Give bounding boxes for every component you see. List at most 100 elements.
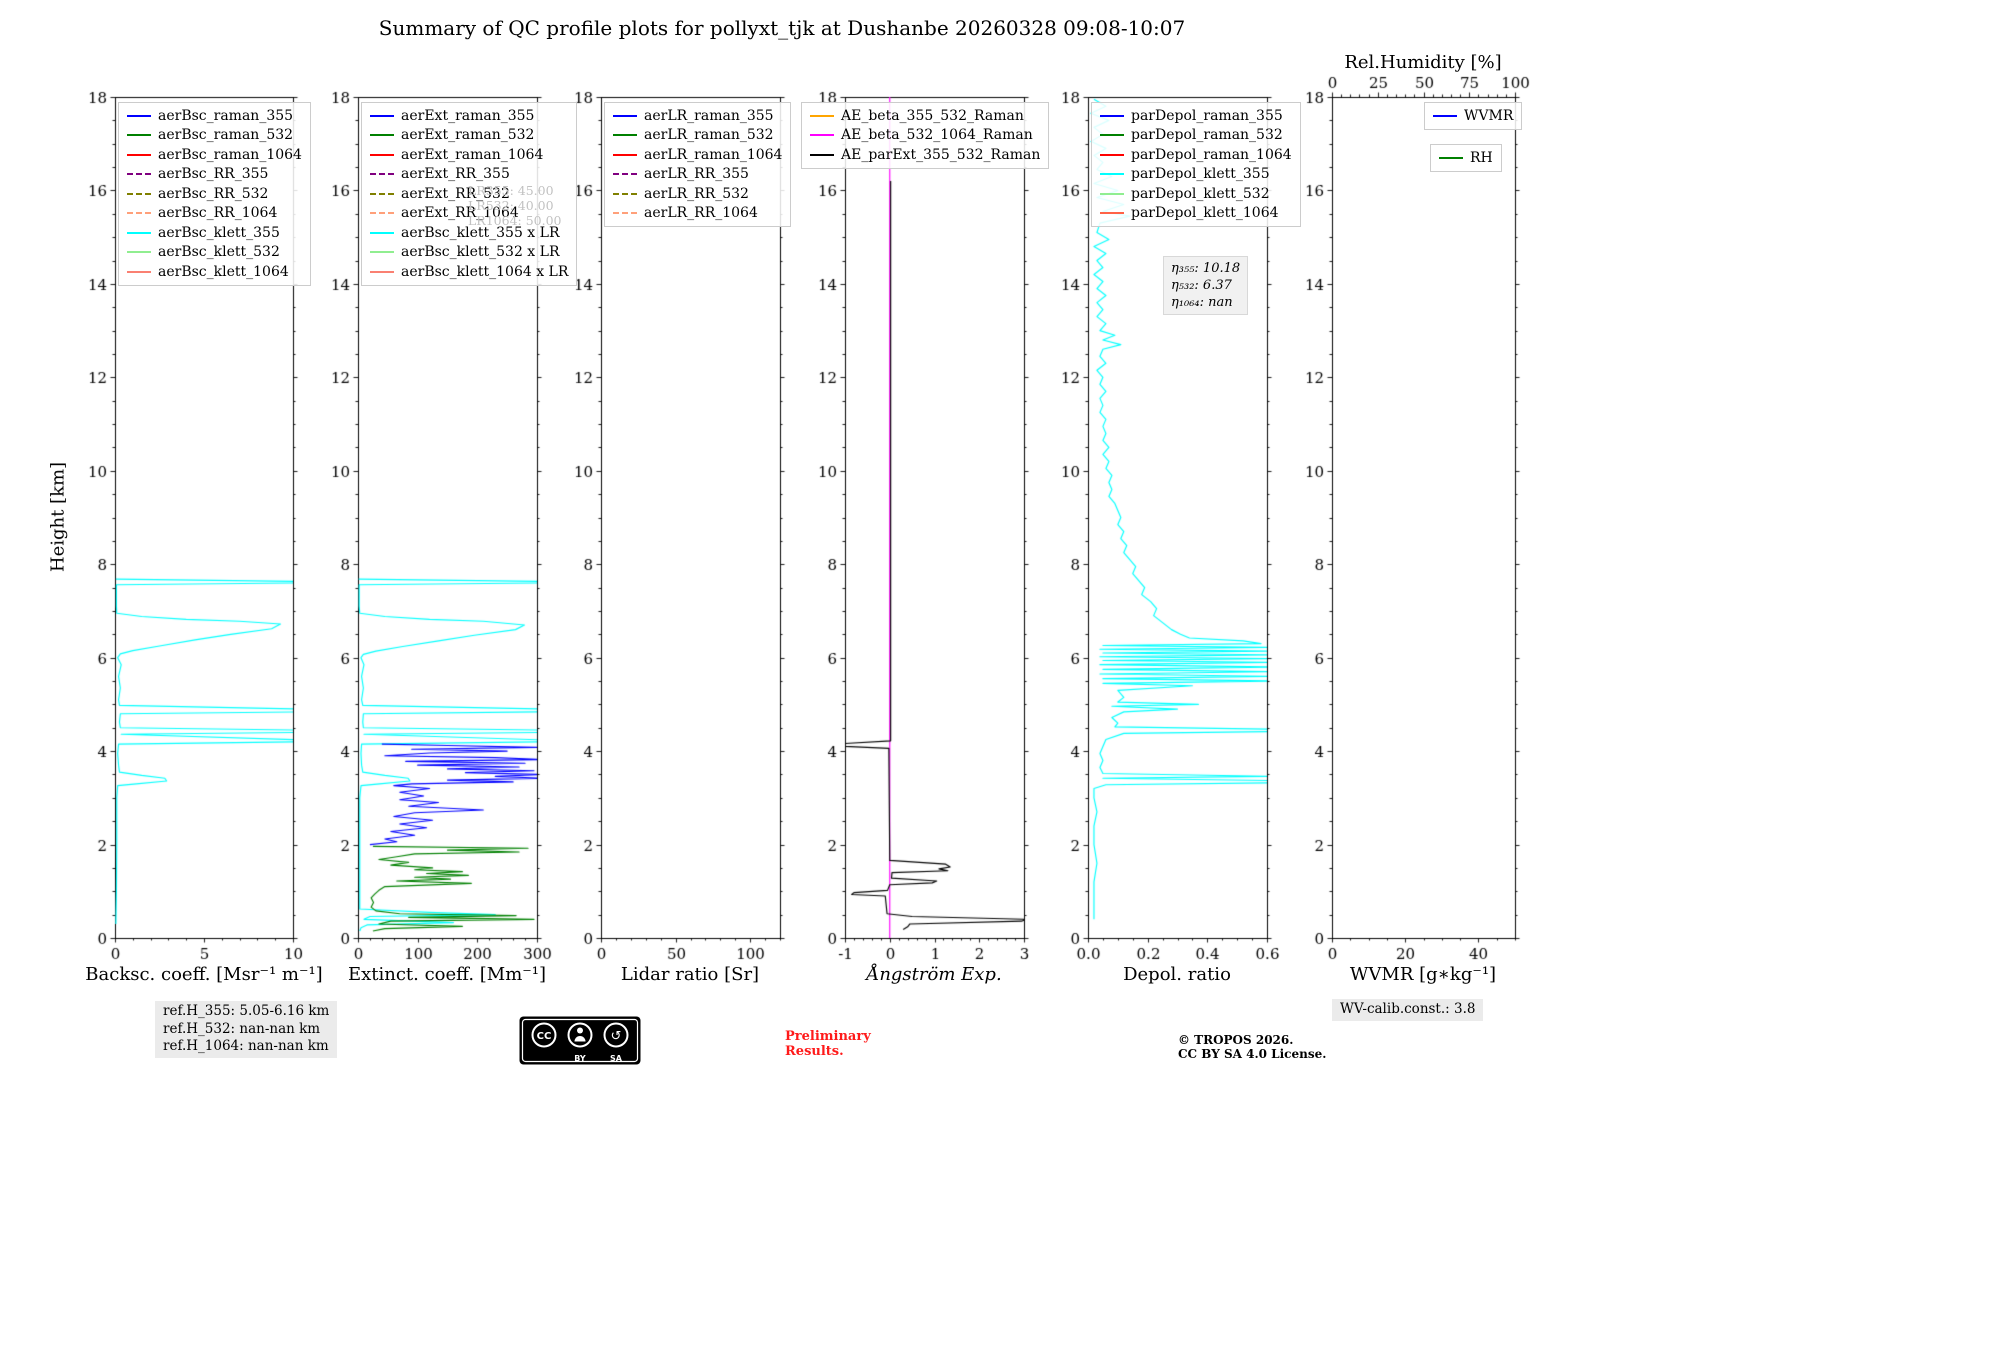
legend-line-sample (1100, 212, 1124, 215)
legend-line-sample (370, 173, 394, 176)
legend-line-sample (127, 173, 151, 176)
copyright-line-2: CC BY SA 4.0 License. (1178, 1047, 1327, 1061)
legend-line-sample (127, 192, 151, 195)
legend-entry-label: aerBsc_klett_532 x LR (401, 244, 560, 261)
legend-entry: aerBsc_raman_1064 (127, 145, 302, 165)
refh-355: ref.H_355: 5.05-6.16 km (163, 1003, 330, 1019)
lr532-value: LR532: 40.00 (468, 198, 554, 213)
legend-line-sample (1439, 156, 1463, 159)
legend-entry: aerLR_RR_1064 (613, 204, 782, 224)
legend-entry-label: aerBsc_raman_1064 (158, 146, 302, 163)
legend-entry-label: aerBsc_klett_355 x LR (401, 224, 560, 241)
legend-line-sample (613, 134, 637, 137)
legend-entry-label: AE_parExt_355_532_Raman (841, 146, 1041, 163)
legend-line-sample (613, 212, 637, 215)
legend-entry: AE_parExt_355_532_Raman (810, 145, 1040, 165)
legend-line-sample (127, 212, 151, 215)
legend-line-sample (1100, 192, 1124, 195)
legend-entry: parDepol_klett_1064 (1100, 204, 1292, 224)
cc-badge-by-label: BY (574, 1054, 586, 1063)
x-axis-label-backscatter: Backsc. coeff. [Msr⁻¹ m⁻¹] (85, 964, 323, 985)
legend-entry: aerBsc_klett_355 x LR (370, 223, 568, 243)
legend-line-sample (370, 251, 394, 254)
legend-entry: parDepol_klett_532 (1100, 184, 1292, 204)
legend-entry-label: parDepol_raman_532 (1131, 127, 1283, 144)
legend-entry-label: aerBsc_RR_355 (158, 166, 269, 183)
legend-line-sample (127, 114, 151, 117)
lidar-ratio-annotation: LR355: 45.00 LR532: 40.00 LR1064: 50.00 (468, 183, 562, 228)
legend-line-sample (810, 134, 834, 137)
wv-calib-annotation: WV-calib.const.: 3.8 (1332, 999, 1484, 1021)
legend-entry: aerExt_raman_1064 (370, 145, 568, 165)
legend-entry: aerExt_RR_355 (370, 165, 568, 185)
legend-entry: aerBsc_klett_532 x LR (370, 243, 568, 263)
legend-line-sample (613, 192, 637, 195)
copyright-line-1: © TROPOS 2026. (1178, 1033, 1294, 1047)
legend-line-sample (613, 114, 637, 117)
preliminary-line-1: Preliminary (785, 1029, 871, 1044)
legend-entry-label: aerExt_raman_532 (401, 127, 535, 144)
legend-line-sample (613, 173, 637, 176)
legend-line-sample (1100, 153, 1124, 156)
eta532-value: η₅₃₂: 6.37 (1171, 278, 1232, 293)
legend-entry-label: aerExt_RR_532 (401, 185, 510, 202)
legend-line-sample (810, 153, 834, 156)
legend-entry: parDepol_raman_1064 (1100, 145, 1292, 165)
by-person-body (574, 1036, 586, 1042)
legend-line-sample (370, 231, 394, 234)
cc-badge-sa-label: SA (610, 1054, 623, 1063)
legend-entry: aerExt_raman_532 (370, 126, 568, 146)
cc-license-badge: CC ↺ BY SA (519, 1016, 641, 1065)
x-axis-label-depol: Depol. ratio (1123, 964, 1231, 985)
legend-entry-label: aerBsc_raman_355 (158, 107, 294, 124)
legend-line-sample (1100, 134, 1124, 137)
legend-entry-label: aerExt_raman_1064 (401, 146, 544, 163)
legend-line-sample (370, 134, 394, 137)
legend-line-sample (613, 153, 637, 156)
legend-entry-label: aerLR_raman_355 (644, 107, 774, 124)
figure-title: Summary of QC profile plots for pollyxt_… (378, 16, 1186, 40)
legend-line-sample (370, 270, 394, 273)
refh-532: ref.H_532: nan-nan km (163, 1020, 321, 1037)
legend-entry-label: parDepol_raman_1064 (1131, 146, 1292, 163)
legend-rh: RH (1430, 144, 1502, 172)
refh-1064: ref.H_1064: nan-nan km (163, 1038, 329, 1054)
y-axis-label: Height [km] (47, 461, 69, 573)
legend-entry-label: parDepol_raman_355 (1131, 107, 1283, 124)
legend-entry-label: aerBsc_RR_532 (158, 185, 269, 202)
legend-entry: aerBsc_raman_532 (127, 126, 302, 146)
legend-line-sample (127, 270, 151, 273)
lr355-value: LR355: 45.00 (468, 183, 554, 198)
legend-line-sample (127, 231, 151, 234)
legend-plot-0: aerBsc_raman_355 aerBsc_raman_532 aerBsc_r… (118, 102, 311, 286)
legend-entry-label: aerLR_raman_532 (644, 127, 774, 144)
x-axis-label-wvmr: WVMR [g∗kg⁻¹] (1349, 964, 1497, 985)
legend-entry-label: aerBsc_RR_1064 (158, 205, 278, 222)
legend-wvmr: WVMR (1424, 102, 1523, 130)
eta-annotation: η₃₅₅: 10.18 η₅₃₂: 6.37 η₁₀₆₄: nan (1163, 256, 1249, 315)
legend-entry: aerExt_RR_532 (370, 184, 568, 204)
sa-arrow-glyph: ↺ (611, 1029, 622, 1044)
legend-entry-label: aerBsc_klett_1064 x LR (401, 263, 569, 280)
tropos-copyright: © TROPOS 2026. CC BY SA 4.0 License. (1178, 1033, 1326, 1061)
cc-icon-text: CC (537, 1031, 552, 1042)
legend-entry: aerBsc_RR_532 (127, 184, 302, 204)
legend-entry-label: aerBsc_raman_532 (158, 127, 294, 144)
legend-entry-label: aerLR_RR_1064 (644, 205, 758, 222)
x-axis-label-angstrom: Ångström Exp. (866, 964, 1002, 985)
legend-entry-label: aerBsc_klett_532 (158, 244, 280, 261)
legend-entry-label: aerLR_RR_355 (644, 166, 749, 183)
x-axis-label-extinction: Extinct. coeff. [Mm⁻¹] (347, 964, 547, 985)
legend-entry-label: aerLR_raman_1064 (644, 146, 783, 163)
legend-entry: aerBsc_klett_355 (127, 223, 302, 243)
reference-height-annotation: ref.H_355: 5.05-6.16 km ref.H_532: nan-n… (155, 1001, 338, 1058)
legend-entry: aerLR_raman_1064 (613, 145, 782, 165)
legend-entry-label: aerExt_RR_1064 (401, 205, 519, 222)
legend-entry: aerLR_raman_532 (613, 126, 782, 146)
legend-entry: aerBsc_klett_1064 x LR (370, 262, 568, 282)
legend-entry: AE_beta_532_1064_Raman (810, 126, 1040, 146)
legend-line-sample (370, 212, 394, 215)
legend-entry: parDepol_raman_532 (1100, 126, 1292, 146)
cc-badge-border (521, 1018, 639, 1063)
